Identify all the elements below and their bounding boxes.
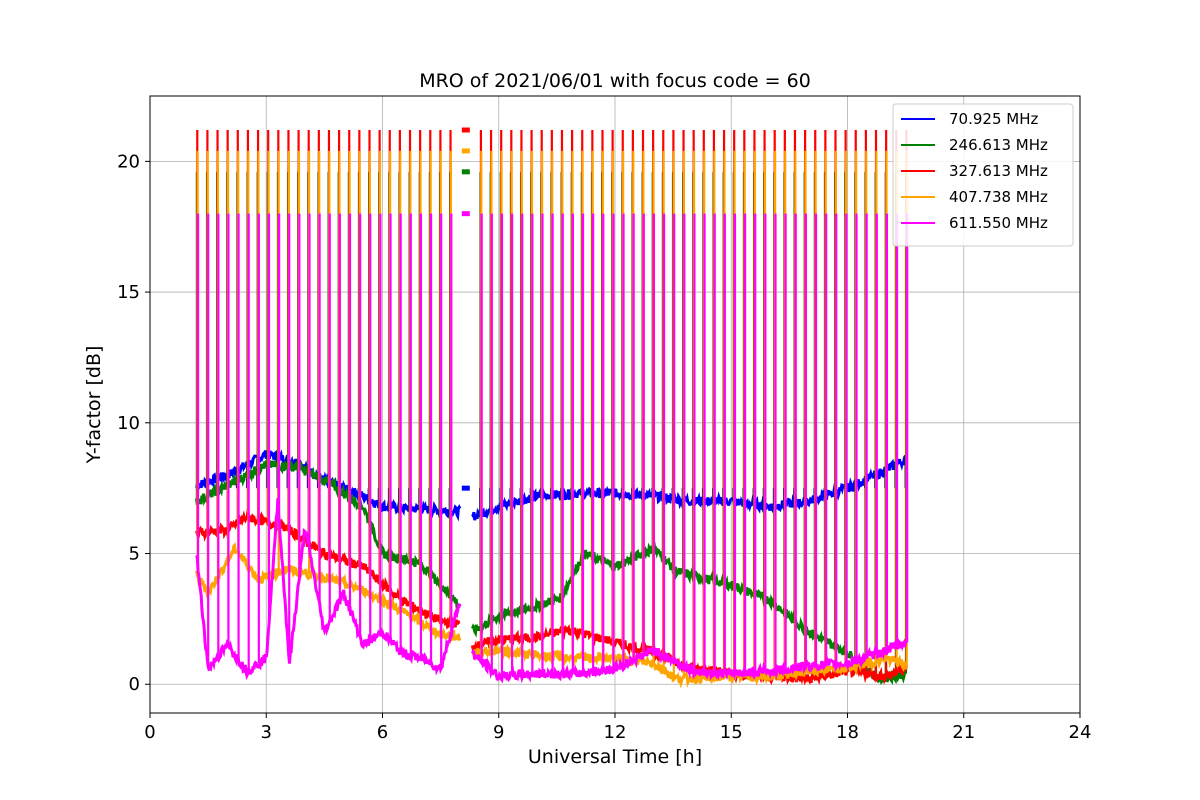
x-tick-label: 24 bbox=[1069, 722, 1092, 743]
y-tick-label: 10 bbox=[117, 413, 140, 434]
series-group bbox=[195, 127, 909, 689]
legend-box bbox=[892, 103, 1074, 247]
legend-label: 407.738 MHz bbox=[949, 188, 1048, 206]
legend-label: 327.613 MHz bbox=[949, 162, 1048, 180]
legend-label: 611.550 MHz bbox=[949, 214, 1048, 232]
x-tick-label: 12 bbox=[604, 722, 627, 743]
y-tick-label: 15 bbox=[117, 282, 140, 303]
y-tick-label: 0 bbox=[129, 674, 140, 695]
legend: 70.925 MHz 246.613 MHz 327.613 MHz 407.738 … bbox=[892, 103, 1074, 247]
axis-ticks: 0 3 6 9 12 15 18 21 24 0 5 10 15 20 bbox=[117, 151, 1091, 743]
x-tick-label: 18 bbox=[836, 722, 859, 743]
x-tick-label: 0 bbox=[144, 722, 155, 743]
legend-label: 70.925 MHz bbox=[949, 110, 1038, 128]
x-tick-label: 21 bbox=[952, 722, 975, 743]
y-tick-label: 5 bbox=[129, 544, 140, 565]
series-line bbox=[195, 498, 908, 684]
y-tick-label: 20 bbox=[117, 151, 140, 172]
x-tick-label: 3 bbox=[261, 722, 272, 743]
y-axis-label: Y-factor [dB] bbox=[83, 346, 105, 465]
series-611-550-MHz bbox=[195, 211, 909, 684]
x-axis-label: Universal Time [h] bbox=[528, 746, 702, 768]
legend-label: 246.613 MHz bbox=[949, 136, 1048, 154]
x-tick-label: 15 bbox=[720, 722, 743, 743]
x-tick-label: 6 bbox=[377, 722, 388, 743]
chart-title: MRO of 2021/06/01 with focus code = 60 bbox=[419, 70, 811, 92]
x-tick-label: 9 bbox=[493, 722, 504, 743]
